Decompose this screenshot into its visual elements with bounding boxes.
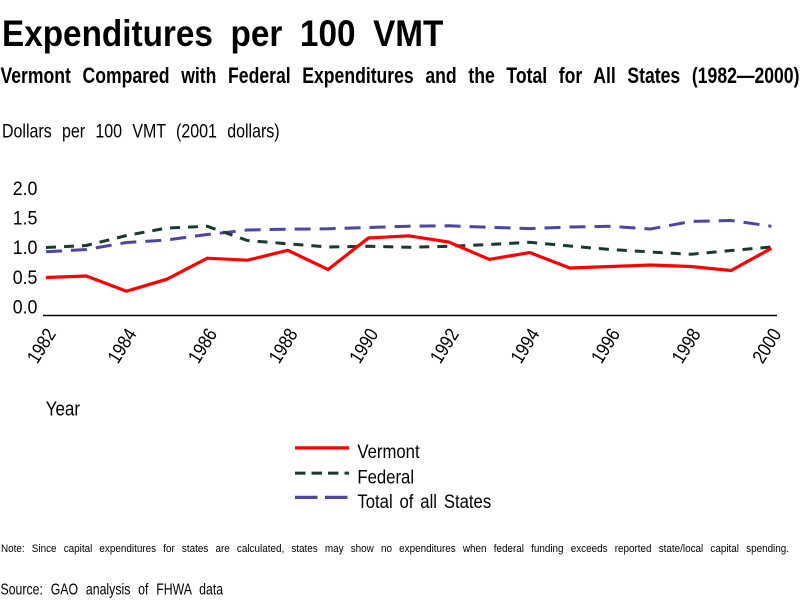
svg-text:Dollars per 100 VMT (2001 doll: Dollars per 100 VMT (2001 dollars) [2,120,280,142]
svg-text:2.0: 2.0 [13,177,38,199]
svg-text:0.5: 0.5 [13,266,38,288]
svg-text:Vermont: Vermont [357,441,419,462]
svg-text:Year: Year [46,397,80,420]
svg-text:Federal: Federal [357,466,414,487]
svg-text:Source: GAO analysis of FHWA d: Source: GAO analysis of FHWA data [1,581,224,599]
svg-text:Note: Since capital expenditur: Note: Since capital expenditures for sta… [1,544,789,556]
svg-text:Total of all States: Total of all States [357,491,491,512]
svg-text:Expenditures per 100 VMT: Expenditures per 100 VMT [2,13,444,54]
svg-text:1.5: 1.5 [13,207,38,229]
svg-text:1.0: 1.0 [13,237,38,259]
svg-text:Vermont Compared with Federal: Vermont Compared with Federal Expenditur… [1,64,800,88]
svg-text:0.0: 0.0 [13,296,38,318]
